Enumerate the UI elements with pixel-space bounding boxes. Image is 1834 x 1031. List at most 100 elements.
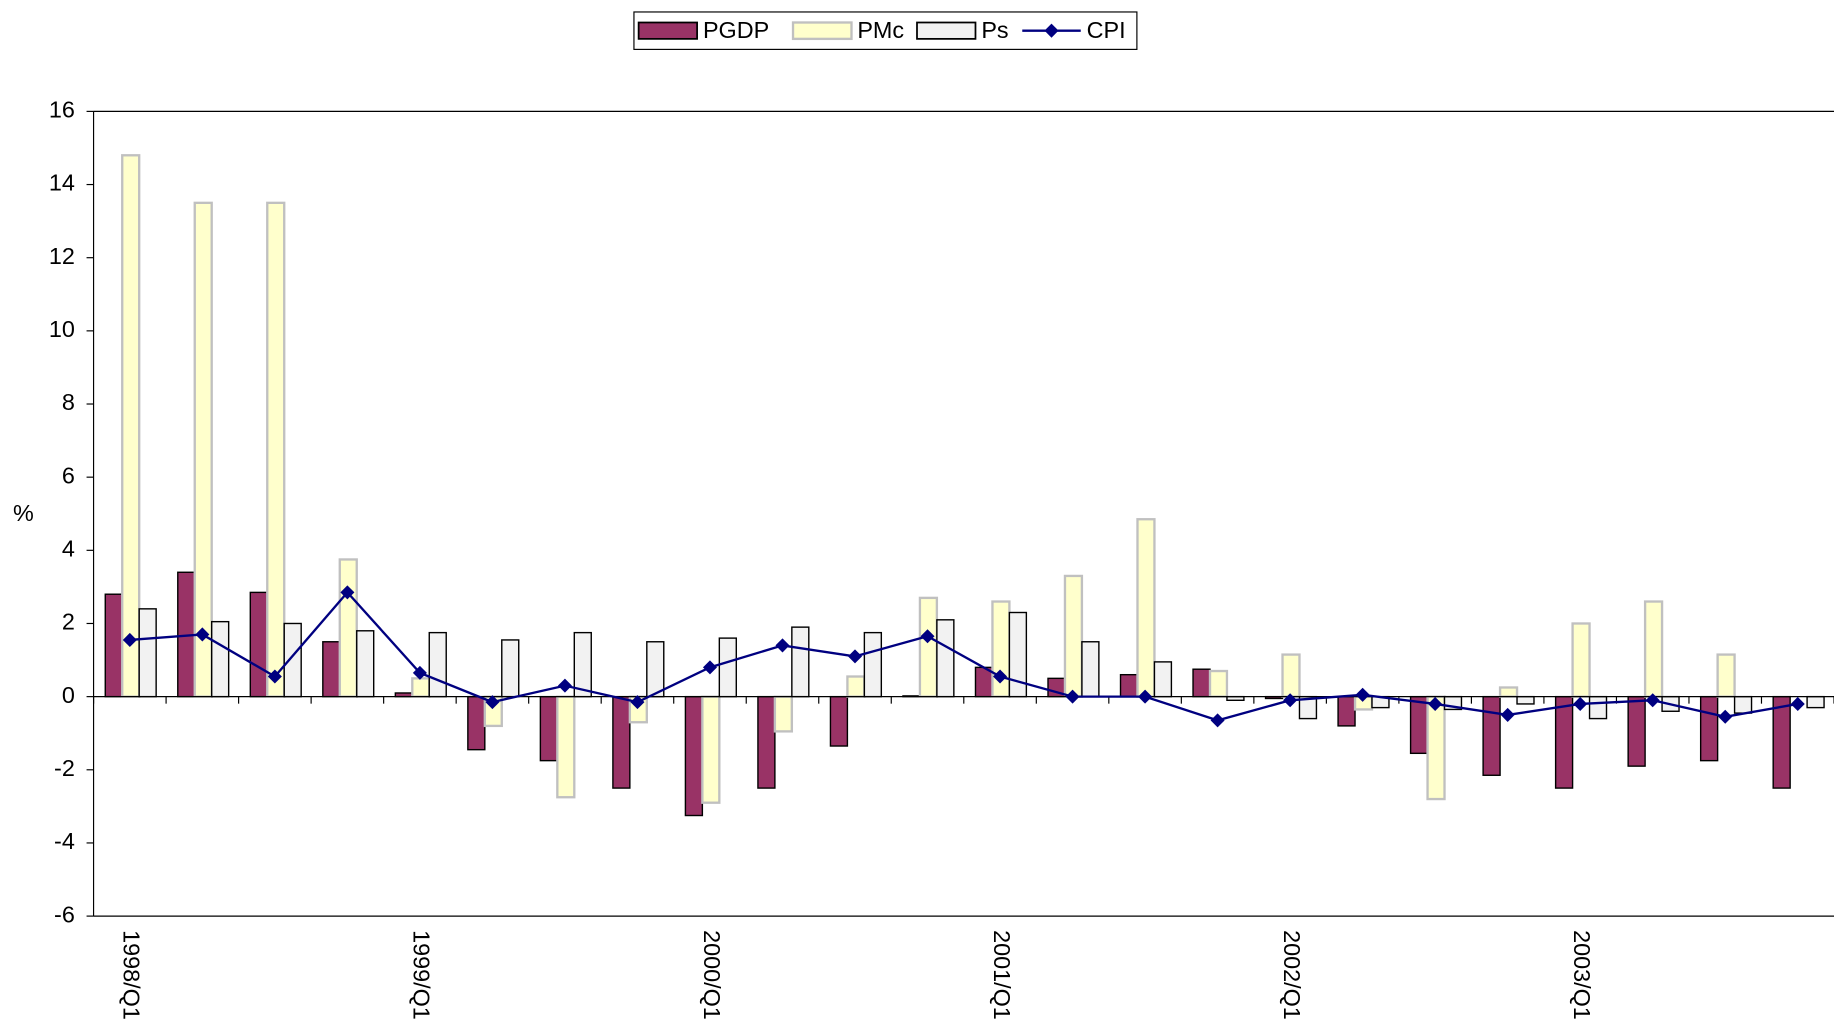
line-marker bbox=[775, 638, 790, 653]
y-axis-label: % bbox=[13, 500, 34, 526]
line-marker bbox=[1790, 696, 1805, 711]
bar bbox=[1281, 653, 1301, 698]
bar bbox=[863, 631, 883, 698]
y-tick-label: 10 bbox=[49, 316, 75, 342]
line-marker bbox=[1355, 687, 1370, 702]
line-marker bbox=[340, 585, 355, 600]
bar bbox=[1119, 673, 1139, 698]
line-marker bbox=[993, 669, 1008, 684]
line-marker bbox=[920, 629, 935, 644]
y-tick-label: 0 bbox=[62, 682, 75, 708]
line-marker bbox=[1428, 696, 1443, 711]
bar bbox=[467, 695, 486, 751]
bar bbox=[1409, 695, 1429, 755]
line-marker bbox=[847, 649, 863, 664]
y-tick-label: 8 bbox=[62, 389, 75, 415]
line-marker bbox=[702, 660, 717, 675]
y-tick-label: 16 bbox=[49, 97, 75, 123]
bar bbox=[1571, 622, 1591, 698]
y-tick-label: 14 bbox=[49, 170, 75, 196]
bar bbox=[1772, 695, 1791, 789]
line-marker bbox=[267, 669, 282, 684]
y-tick-label: -4 bbox=[54, 828, 75, 854]
line-marker bbox=[412, 665, 427, 680]
bar bbox=[501, 639, 520, 698]
bar bbox=[338, 558, 358, 698]
bar bbox=[1627, 695, 1646, 767]
bar bbox=[757, 695, 776, 789]
line-marker bbox=[1718, 709, 1733, 724]
bar bbox=[1063, 574, 1084, 698]
bar bbox=[556, 695, 576, 799]
bar bbox=[1136, 518, 1156, 698]
y-tick-label: 12 bbox=[49, 243, 75, 269]
line-marker bbox=[1138, 689, 1153, 704]
bar bbox=[1192, 668, 1211, 698]
x-tick-label: 1998/Q1 bbox=[119, 930, 145, 1020]
bar bbox=[193, 201, 213, 698]
bar bbox=[428, 631, 447, 698]
bar bbox=[1426, 695, 1446, 801]
bar bbox=[646, 641, 665, 698]
bar bbox=[266, 201, 286, 698]
x-tick-label: 2000/Q1 bbox=[699, 930, 725, 1020]
bar bbox=[322, 641, 341, 698]
bar bbox=[539, 695, 559, 762]
y-tick-label: 4 bbox=[62, 535, 75, 561]
x-tick-label: 2001/Q1 bbox=[989, 930, 1015, 1020]
bar bbox=[791, 626, 810, 698]
line-marker bbox=[1210, 713, 1225, 728]
y-tick-label: -2 bbox=[54, 755, 75, 781]
legend-label: CPI bbox=[1087, 17, 1126, 43]
bar bbox=[138, 608, 157, 698]
bar bbox=[1643, 600, 1664, 698]
legend: PGDP PMc Ps CPI bbox=[633, 11, 1138, 50]
bar bbox=[104, 593, 123, 698]
bar bbox=[1699, 695, 1719, 762]
bar bbox=[1498, 686, 1519, 698]
y-tick-label: -6 bbox=[54, 901, 75, 927]
line bbox=[129, 590, 1798, 722]
bar bbox=[249, 591, 268, 698]
bar bbox=[211, 620, 230, 698]
legend-label: PMc bbox=[857, 17, 904, 43]
bar bbox=[1482, 695, 1501, 776]
bar bbox=[1554, 695, 1574, 789]
bar bbox=[684, 695, 704, 817]
bar bbox=[573, 631, 592, 698]
legend-swatch bbox=[791, 21, 853, 41]
bar bbox=[846, 675, 866, 698]
line-marker bbox=[1573, 696, 1588, 711]
bar bbox=[612, 695, 631, 789]
bar bbox=[1153, 661, 1173, 698]
bar bbox=[121, 154, 141, 698]
bar bbox=[1208, 669, 1229, 698]
legend-swatch bbox=[637, 21, 698, 40]
legend-label: Ps bbox=[981, 17, 1008, 43]
bar bbox=[829, 695, 849, 747]
legend-label: PGDP bbox=[703, 17, 769, 43]
x-tick-label: 2002/Q1 bbox=[1279, 930, 1305, 1020]
bar bbox=[1733, 695, 1753, 714]
line-marker bbox=[557, 678, 572, 693]
bar bbox=[718, 637, 737, 698]
x-tick-label: 1999/Q1 bbox=[409, 930, 435, 1020]
bar bbox=[1716, 653, 1736, 698]
bar bbox=[1081, 641, 1100, 698]
line-marker bbox=[630, 695, 645, 710]
legend-swatch bbox=[1044, 23, 1059, 38]
bar bbox=[411, 677, 431, 698]
bar bbox=[356, 630, 375, 698]
line-marker bbox=[485, 695, 500, 710]
bar bbox=[773, 695, 794, 733]
legend-swatch bbox=[916, 21, 977, 40]
bar bbox=[1337, 695, 1356, 727]
bar bbox=[1516, 695, 1535, 705]
line-marker bbox=[1645, 693, 1660, 708]
bar bbox=[918, 596, 939, 698]
y-tick-label: 2 bbox=[62, 609, 75, 635]
bar bbox=[701, 695, 721, 804]
bar bbox=[1588, 695, 1608, 720]
line-marker bbox=[1500, 707, 1515, 722]
